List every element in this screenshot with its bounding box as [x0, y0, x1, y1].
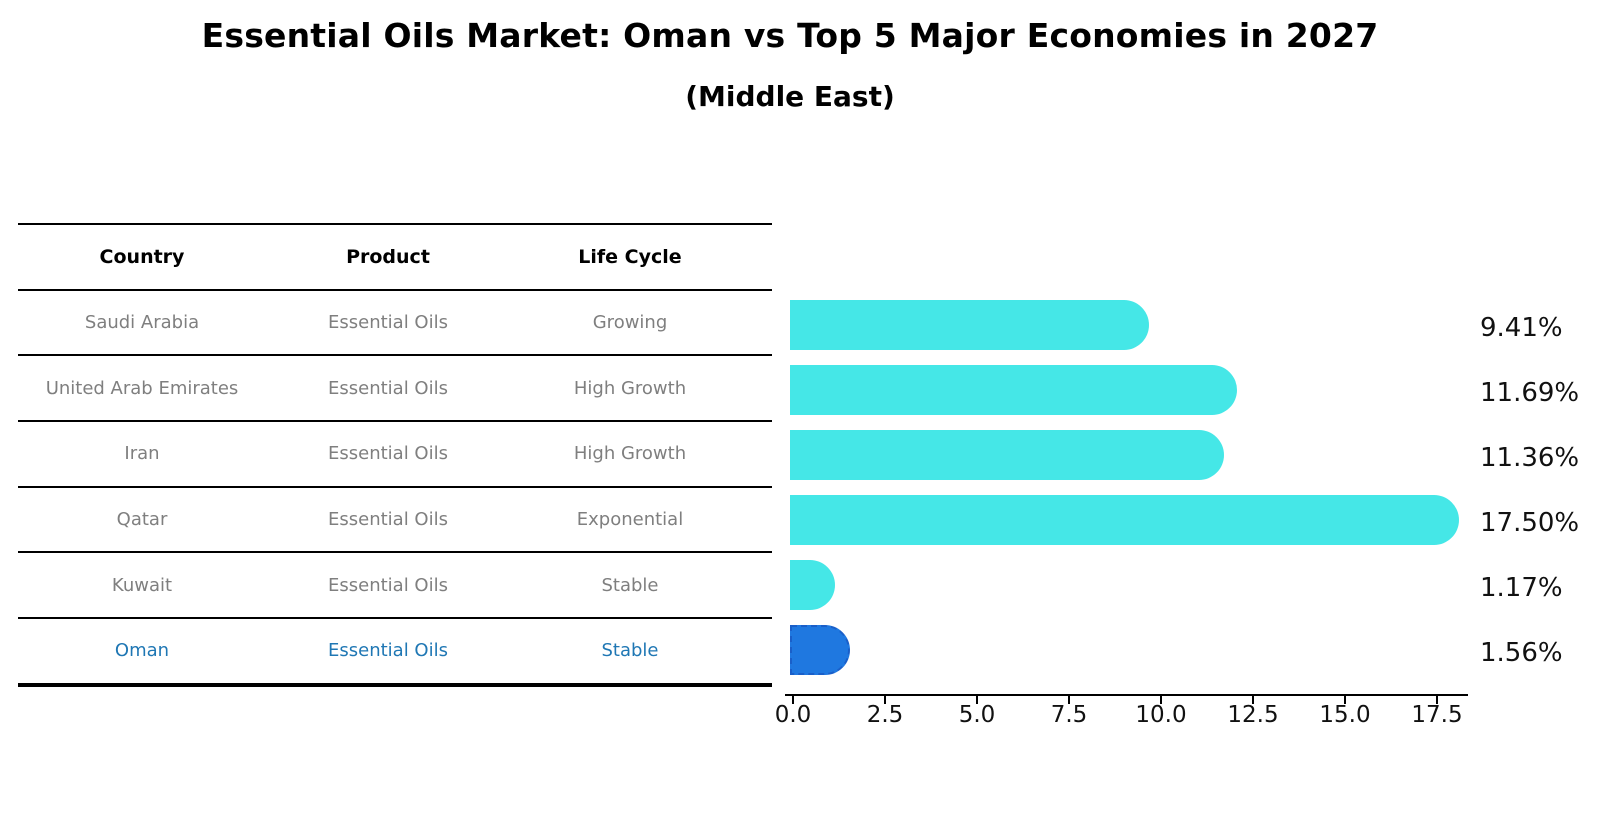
table-cell-life-cycle: Growing: [592, 312, 668, 334]
chart-subtitle: (Middle East): [685, 80, 895, 113]
chart-title: Essential Oils Market: Oman vs Top 5 Maj…: [201, 16, 1379, 55]
table-row: Iran Essential Oils High Growth: [18, 422, 772, 488]
x-axis-tick-label: 15.0: [1319, 702, 1371, 728]
column-header-country: Country: [99, 245, 185, 268]
table-cell-product: Essential Oils: [328, 574, 448, 596]
table-row: Qatar Essential Oils Exponential: [18, 488, 772, 554]
bar-value-label: 9.41%: [1480, 313, 1563, 343]
x-axis-tick-mark: [884, 696, 886, 704]
x-axis-tick-label: 12.5: [1227, 702, 1279, 728]
table-cell-country: Saudi Arabia: [84, 312, 200, 334]
bar-value-label: 11.69%: [1480, 378, 1580, 408]
bar: [790, 300, 1150, 350]
bar: [790, 625, 850, 675]
table-cell-life-cycle: High Growth: [573, 377, 687, 399]
table-cell-country: Iran: [124, 443, 160, 465]
x-axis-tick-label: 10.0: [1135, 702, 1187, 728]
column-header-life-cycle: Life Cycle: [578, 245, 682, 268]
bar-value-label: 11.36%: [1480, 443, 1580, 473]
table-cell-product: Essential Oils: [328, 509, 448, 531]
column-header-product: Product: [346, 245, 430, 268]
table-cell-country: Kuwait: [111, 574, 173, 596]
country-table: Country Product Life Cycle Saudi Arabia …: [18, 223, 772, 687]
table-row: Oman Essential Oils Stable: [18, 619, 772, 685]
table-row: Kuwait Essential Oils Stable: [18, 553, 772, 620]
x-axis-tick-mark: [1344, 696, 1346, 704]
bar-value-label: 17.50%: [1480, 508, 1580, 538]
table-cell-product: Essential Oils: [328, 443, 448, 465]
x-axis-tick-label: 2.5: [866, 702, 904, 728]
x-axis-tick-label: 7.5: [1050, 702, 1088, 728]
x-axis-line: [785, 694, 1468, 696]
table-cell-life-cycle: Exponential: [576, 509, 684, 531]
bar: [790, 430, 1224, 480]
table-cell-country: United Arab Emirates: [45, 377, 239, 399]
bar: [790, 495, 1459, 545]
x-axis-tick-label: 5.0: [958, 702, 996, 728]
table-row: United Arab Emirates Essential Oils High…: [18, 356, 772, 423]
x-axis-tick-mark: [792, 696, 794, 704]
bar: [790, 560, 835, 610]
table-cell-life-cycle: Stable: [601, 640, 659, 662]
x-axis-tick-label: 0.0: [774, 702, 812, 728]
bar-value-label: 1.17%: [1480, 573, 1563, 603]
x-axis-tick-mark: [976, 696, 978, 704]
x-axis-tick-mark: [1068, 696, 1070, 704]
x-axis-tick-mark: [1252, 696, 1254, 704]
x-axis-tick-label: 17.5: [1411, 702, 1463, 728]
table-cell-life-cycle: Stable: [601, 574, 659, 596]
table-cell-life-cycle: High Growth: [573, 443, 687, 465]
table-row: Saudi Arabia Essential Oils Growing: [18, 291, 772, 357]
table-cell-product: Essential Oils: [328, 377, 448, 399]
table-cell-country: Qatar: [116, 509, 168, 531]
x-axis-tick-mark: [1436, 696, 1438, 704]
table-cell-country: Oman: [114, 640, 170, 662]
table-header-row: Country Product Life Cycle: [18, 225, 772, 291]
table-cell-product: Essential Oils: [328, 312, 448, 334]
bar-value-label: 1.56%: [1480, 638, 1563, 668]
bar: [790, 365, 1237, 415]
table-cell-product: Essential Oils: [328, 640, 448, 662]
x-axis-tick-mark: [1160, 696, 1162, 704]
